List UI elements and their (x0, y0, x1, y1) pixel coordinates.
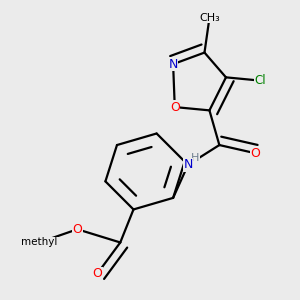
Text: O: O (72, 223, 82, 236)
Text: N: N (168, 58, 178, 70)
Text: CH₃: CH₃ (199, 13, 220, 23)
Text: N: N (183, 158, 193, 171)
Text: Cl: Cl (255, 74, 266, 87)
Text: O: O (251, 147, 261, 160)
Text: methyl: methyl (20, 238, 59, 248)
Text: O: O (92, 267, 102, 280)
Text: O: O (170, 100, 180, 114)
Text: methyl: methyl (21, 238, 58, 248)
Text: H: H (191, 153, 200, 163)
